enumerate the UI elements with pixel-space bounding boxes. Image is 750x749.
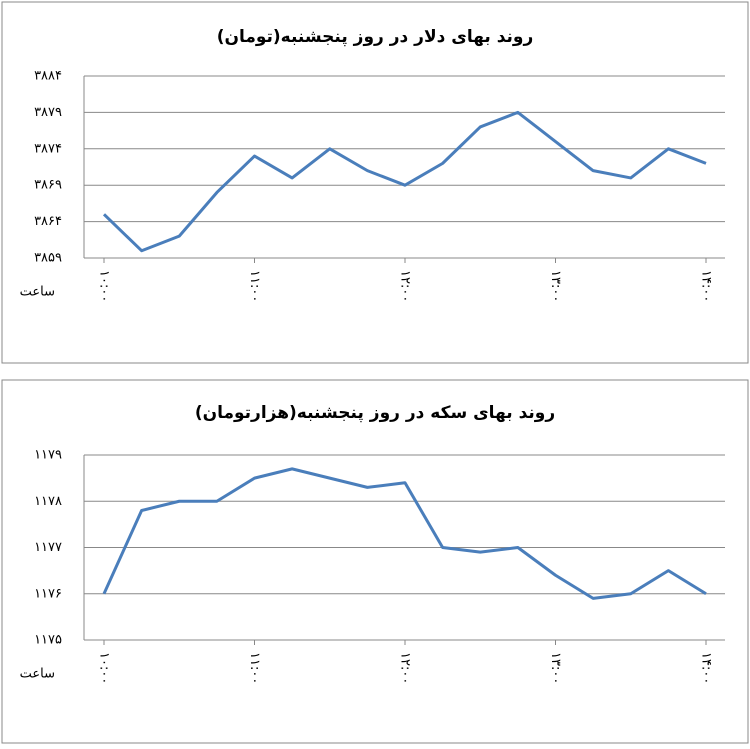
x-tick-label: ۱۲:۰۰ [398, 652, 413, 684]
x-axis-label: ساعت [20, 667, 55, 682]
chart-title: روند بهای دلار در روز پنجشنبه(تومان) [217, 27, 534, 47]
x-tick-label: ۱۴:۰۰ [699, 270, 714, 302]
y-tick-label: ۱۱۷۸ [34, 494, 62, 509]
y-tick-label: ۳۸۷۹ [34, 105, 62, 120]
y-tick-label: ۳۸۶۴ [34, 214, 62, 229]
x-tick-label: ۱۱:۰۰ [247, 652, 262, 684]
y-tick-label: ۱۱۷۵ [34, 633, 62, 648]
y-tick-label: ۱۱۷۹ [34, 448, 62, 463]
y-tick-label: ۳۸۸۴ [34, 69, 62, 84]
y-tick-label: ۳۸۶۹ [34, 178, 62, 193]
x-tick-label: ۱۴:۰۰ [699, 652, 714, 684]
x-tick-label: ۱۰:۰۰ [97, 270, 112, 302]
x-tick-label: ۱۲:۰۰ [398, 270, 413, 302]
line-series [102, 110, 707, 253]
y-tick-label: ۳۸۷۴ [34, 141, 62, 156]
x-tick-label: ۱۳:۰۰ [548, 652, 563, 684]
line-series [102, 467, 707, 600]
y-tick-label: ۱۱۷۶ [34, 586, 62, 601]
chart-title: روند بهای سکه در روز پنجشنبه(هزارتومان) [195, 403, 555, 423]
y-tick-label: ۱۱۷۷ [34, 540, 62, 555]
x-tick-label: ۱۰:۰۰ [97, 652, 112, 684]
y-tick-label: ۳۸۵۹ [34, 251, 62, 266]
x-tick-label: ۱۱:۰۰ [247, 270, 262, 302]
x-tick-label: ۱۳:۰۰ [548, 270, 563, 302]
x-axis-label: ساعت [20, 285, 55, 300]
panel [1, 379, 749, 744]
panel [1, 1, 749, 364]
